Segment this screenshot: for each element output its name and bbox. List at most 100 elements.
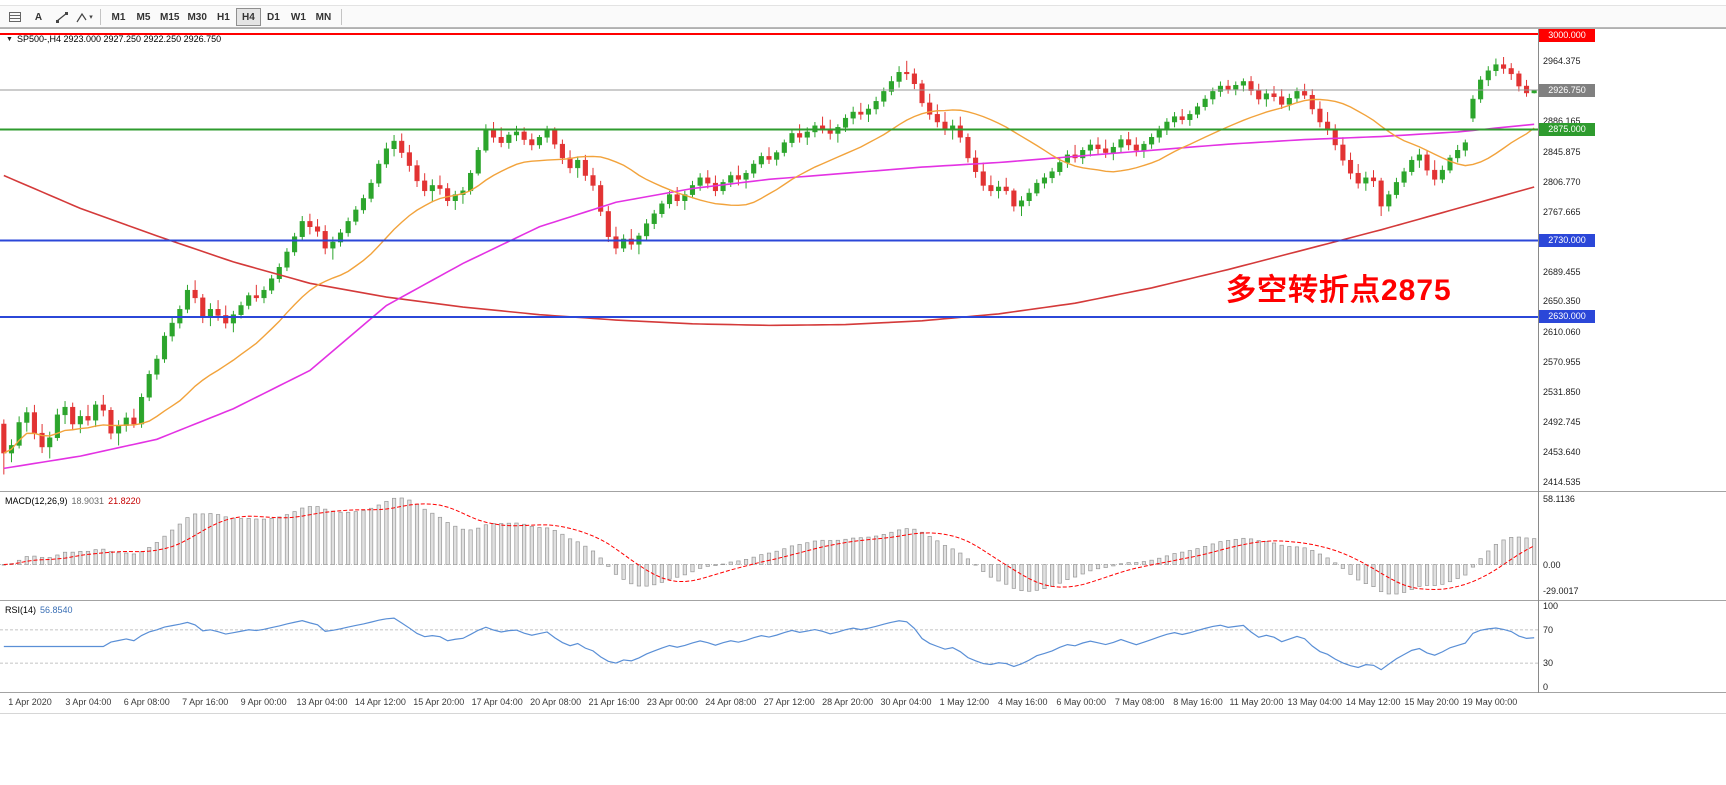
shapes-dropdown-button[interactable]: ▾ bbox=[73, 8, 95, 26]
rsi-value: 56.8540 bbox=[40, 605, 73, 615]
price-badge-3000.000: 3000.000 bbox=[1539, 29, 1595, 42]
time-label: 3 Apr 04:00 bbox=[65, 697, 112, 707]
rsi-axis-30: 30 bbox=[1543, 658, 1554, 669]
time-label: 27 Apr 12:00 bbox=[763, 697, 815, 707]
timeframe-button-m30[interactable]: M30 bbox=[183, 8, 210, 26]
time-label: 15 May 20:00 bbox=[1404, 697, 1459, 707]
macd-axis-min: -29.0017 bbox=[1543, 586, 1579, 596]
timeframe-button-m1[interactable]: M1 bbox=[106, 8, 131, 26]
time-label: 1 Apr 2020 bbox=[8, 697, 52, 707]
price-tick: 2806.770 bbox=[1543, 176, 1581, 187]
time-label: 19 May 00:00 bbox=[1462, 697, 1518, 707]
time-label: 7 Apr 16:00 bbox=[182, 697, 229, 707]
window-bottom-border bbox=[0, 713, 1726, 714]
panel-separator[interactable] bbox=[0, 600, 1726, 601]
rsi-axis-0: 0 bbox=[1543, 682, 1549, 692]
charts-grid-icon[interactable] bbox=[4, 8, 26, 26]
collapse-arrow-icon[interactable]: ▼ bbox=[6, 35, 13, 43]
panel-separator[interactable] bbox=[0, 491, 1726, 492]
ma-mid-line bbox=[3, 123, 1535, 470]
timeframe-button-w1[interactable]: W1 bbox=[286, 8, 311, 26]
annotation-text[interactable]: 多空转折点2875 bbox=[1226, 274, 1452, 307]
macd-name: MACD(12,26,9) bbox=[5, 496, 68, 506]
time-label: 17 Apr 04:00 bbox=[471, 697, 523, 707]
time-label: 13 Apr 04:00 bbox=[296, 697, 348, 707]
price-badge-2926.750: 2926.750 bbox=[1539, 83, 1595, 97]
macd-indicator-panel[interactable] bbox=[0, 492, 1538, 600]
macd-axis-max: 58.1136 bbox=[1543, 494, 1575, 504]
price-tick: 2689.455 bbox=[1543, 266, 1581, 277]
price-tick: 2964.375 bbox=[1543, 56, 1581, 67]
macd-axis: 58.1136 0.00 -29.0017 bbox=[1539, 492, 1726, 600]
time-label: 4 May 16:00 bbox=[998, 697, 1048, 707]
price-badge-2730.000: 2730.000 bbox=[1539, 234, 1595, 247]
price-tick: 2610.060 bbox=[1543, 327, 1581, 338]
timeframe-toolbar: M1 M5 M15 M30 H1 H4 D1 W1 MN bbox=[106, 8, 336, 26]
time-label: 11 May 20:00 bbox=[1229, 697, 1284, 707]
macd-axis-zero: 0.00 bbox=[1543, 559, 1561, 570]
timeframe-button-d1[interactable]: D1 bbox=[261, 8, 286, 26]
price-tick: 2886.165 bbox=[1543, 116, 1581, 127]
time-label: 21 Apr 16:00 bbox=[588, 697, 640, 707]
price-badge-2630.000: 2630.000 bbox=[1539, 310, 1595, 324]
time-label: 28 Apr 20:00 bbox=[822, 697, 874, 707]
rsi-indicator-panel[interactable] bbox=[0, 601, 1538, 692]
price-tick: 2767.665 bbox=[1543, 206, 1581, 217]
chart-window: ▼ SP500-,H4 2923.000 2927.250 2922.250 2… bbox=[0, 28, 1726, 714]
timeframe-button-h1[interactable]: H1 bbox=[211, 8, 236, 26]
candles bbox=[1, 56, 1537, 475]
time-axis[interactable]: 1 Apr 2020 3 Apr 04:00 6 Apr 08:00 7 Apr 16… bbox=[0, 693, 1726, 713]
timeframe-button-mn[interactable]: MN bbox=[311, 8, 336, 26]
time-label: 24 Apr 08:00 bbox=[705, 697, 757, 707]
rsi-label: RSI(14) 56.8540 bbox=[5, 605, 73, 615]
macd-histogram bbox=[1, 497, 1537, 595]
time-label: 9 Apr 00:00 bbox=[240, 697, 287, 707]
time-label: 23 Apr 00:00 bbox=[646, 697, 698, 707]
toolbar-row: A ▾ M1 M5 M15 M30 H1 H4 D1 W1 MN bbox=[0, 6, 347, 28]
time-label: 14 Apr 12:00 bbox=[354, 697, 406, 707]
rsi-axis-100: 100 bbox=[1543, 601, 1559, 611]
rsi-name: RSI(14) bbox=[5, 605, 37, 615]
macd-signal-line bbox=[3, 503, 1535, 591]
timeframe-button-m15[interactable]: M15 bbox=[156, 8, 183, 26]
timeframe-button-m5[interactable]: M5 bbox=[131, 8, 156, 26]
time-label: 6 Apr 08:00 bbox=[123, 697, 170, 707]
rsi-axis: 100 70 30 0 bbox=[1539, 601, 1726, 692]
price-axis[interactable]: 2964.375 2886.165 2845.875 2806.770 2767.665… bbox=[1539, 29, 1726, 491]
rsi-line bbox=[3, 617, 1535, 671]
time-label: 14 May 12:00 bbox=[1345, 697, 1401, 707]
time-label: 1 May 12:00 bbox=[939, 697, 990, 707]
time-label: 8 May 16:00 bbox=[1173, 697, 1223, 707]
macd-main-value: 18.9031 bbox=[71, 496, 105, 506]
price-tick: 2453.640 bbox=[1543, 446, 1581, 457]
menu-bar-strip bbox=[0, 0, 1726, 6]
price-scale-border bbox=[1538, 29, 1539, 693]
price-tick: 2650.350 bbox=[1543, 296, 1581, 307]
macd-signal-value: 21.8220 bbox=[108, 496, 141, 506]
top-toolbar: A ▾ M1 M5 M15 M30 H1 H4 D1 W1 MN bbox=[0, 0, 1726, 28]
macd-label: MACD(12,26,9) 18.9031 21.8220 bbox=[5, 496, 141, 506]
price-tick: 2414.535 bbox=[1543, 476, 1581, 487]
timeframe-button-h4[interactable]: H4 bbox=[235, 8, 261, 26]
price-tick: 2531.850 bbox=[1543, 387, 1581, 397]
price-badge-2875.000: 2875.000 bbox=[1539, 123, 1595, 137]
time-label: 7 May 08:00 bbox=[1114, 697, 1165, 707]
panel-separator bbox=[0, 692, 1726, 693]
rsi-axis-70: 70 bbox=[1543, 624, 1554, 635]
ma-fast-line bbox=[3, 98, 1535, 454]
main-price-chart[interactable] bbox=[0, 29, 1538, 491]
time-label: 6 May 00:00 bbox=[1056, 697, 1106, 707]
price-tick: 2845.875 bbox=[1543, 146, 1581, 157]
price-tick: 2492.745 bbox=[1543, 416, 1581, 427]
chevron-down-icon: ▾ bbox=[89, 14, 93, 21]
toolbar-separator bbox=[100, 9, 101, 25]
trendline-button[interactable] bbox=[51, 8, 73, 26]
ma-slow-line bbox=[3, 174, 1535, 327]
time-label: 20 Apr 08:00 bbox=[530, 697, 582, 707]
time-label: 13 May 04:00 bbox=[1287, 697, 1343, 707]
time-label: 30 Apr 04:00 bbox=[880, 697, 932, 707]
symbol-quote-text: SP500-,H4 2923.000 2927.250 2922.250 292… bbox=[16, 34, 222, 44]
text-label-button[interactable]: A bbox=[26, 8, 51, 26]
time-label: 15 Apr 20:00 bbox=[413, 697, 465, 707]
price-tick: 2570.955 bbox=[1543, 357, 1581, 368]
